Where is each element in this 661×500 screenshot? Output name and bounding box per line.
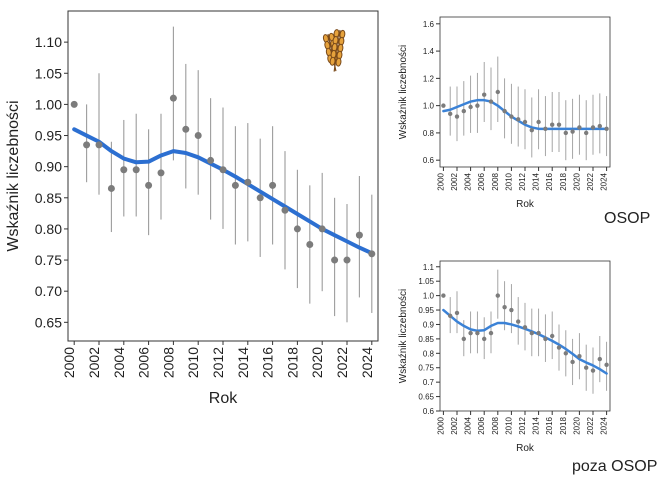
svg-text:2010: 2010 — [504, 416, 513, 434]
svg-text:1.05: 1.05 — [35, 65, 62, 81]
figure: { "colors": { "bg": "#ffffff", "axis": "… — [0, 0, 661, 500]
svg-text:2018: 2018 — [284, 347, 300, 378]
svg-text:0.6: 0.6 — [423, 407, 435, 416]
svg-text:0.7: 0.7 — [423, 378, 435, 387]
svg-text:2012: 2012 — [518, 416, 527, 434]
svg-text:2024: 2024 — [359, 347, 375, 378]
svg-text:2000: 2000 — [436, 172, 445, 190]
svg-text:2018: 2018 — [559, 172, 568, 190]
svg-text:1.4: 1.4 — [423, 47, 435, 56]
svg-text:0.95: 0.95 — [35, 128, 62, 144]
svg-text:2000: 2000 — [61, 347, 77, 378]
svg-text:2012: 2012 — [518, 172, 527, 190]
svg-text:2004: 2004 — [464, 416, 473, 434]
svg-text:2006: 2006 — [136, 347, 152, 378]
svg-text:Rok: Rok — [209, 390, 238, 407]
svg-text:2024: 2024 — [600, 172, 609, 190]
svg-text:2008: 2008 — [160, 347, 176, 378]
svg-text:2020: 2020 — [572, 172, 581, 190]
svg-text:2000: 2000 — [436, 416, 445, 434]
svg-text:2022: 2022 — [334, 347, 350, 378]
svg-text:2022: 2022 — [586, 416, 595, 434]
svg-text:1.1: 1.1 — [423, 263, 435, 272]
caption-osop: OSOP — [604, 210, 650, 228]
svg-text:1.6: 1.6 — [423, 20, 435, 29]
svg-text:2016: 2016 — [260, 347, 276, 378]
svg-text:2010: 2010 — [504, 172, 513, 190]
svg-text:2020: 2020 — [309, 347, 325, 378]
top-right-panel: 0.6 0.8 1.0 1.2 1.4 1.6 2000 2002 2004 2006 2008 20… — [394, 16, 612, 246]
svg-text:1.05: 1.05 — [418, 277, 434, 286]
svg-text:2012: 2012 — [210, 347, 226, 378]
svg-text:2004: 2004 — [464, 172, 473, 190]
svg-text:1.00: 1.00 — [35, 96, 62, 112]
svg-text:0.8: 0.8 — [423, 129, 435, 138]
svg-text:0.75: 0.75 — [418, 364, 434, 373]
svg-text:2016: 2016 — [545, 172, 554, 190]
svg-text:0.70: 0.70 — [35, 283, 62, 299]
svg-text:2004: 2004 — [111, 347, 127, 378]
svg-text:2008: 2008 — [491, 416, 500, 434]
svg-text:2024: 2024 — [600, 416, 609, 434]
svg-text:2002: 2002 — [450, 172, 459, 190]
svg-text:2022: 2022 — [586, 172, 595, 190]
svg-text:2006: 2006 — [477, 416, 486, 434]
caption-poza-osop: poza OSOP — [572, 458, 657, 476]
wheat-icon — [310, 28, 360, 80]
svg-text:2014: 2014 — [235, 347, 251, 378]
svg-text:2010: 2010 — [185, 347, 201, 378]
svg-text:Wskaźnik liczebności: Wskaźnik liczebności — [398, 45, 409, 139]
svg-text:0.6: 0.6 — [423, 156, 435, 165]
svg-text:2014: 2014 — [532, 172, 541, 190]
svg-text:1.0: 1.0 — [423, 292, 435, 301]
svg-text:0.75: 0.75 — [35, 252, 62, 268]
svg-text:0.8: 0.8 — [423, 349, 435, 358]
svg-text:Wskaźnik liczebności: Wskaźnik liczebności — [6, 100, 22, 251]
bottom-right-panel: 0.6 0.65 0.7 0.75 0.8 0.85 0.9 0.95 1.0 1.05 1.1 20… — [394, 260, 612, 490]
svg-text:2008: 2008 — [491, 172, 500, 190]
svg-text:0.95: 0.95 — [418, 306, 434, 315]
svg-text:Rok: Rok — [516, 443, 535, 454]
svg-text:2018: 2018 — [559, 416, 568, 434]
svg-text:2006: 2006 — [477, 172, 486, 190]
svg-text:2002: 2002 — [450, 416, 459, 434]
svg-text:0.65: 0.65 — [418, 393, 434, 402]
svg-text:1.10: 1.10 — [35, 34, 62, 50]
svg-text:2020: 2020 — [572, 416, 581, 434]
svg-text:0.65: 0.65 — [35, 314, 62, 330]
svg-text:Rok: Rok — [516, 199, 535, 210]
svg-text:Wskaźnik liczebności: Wskaźnik liczebności — [398, 289, 409, 383]
svg-text:1.0: 1.0 — [423, 102, 435, 111]
svg-text:2002: 2002 — [86, 347, 102, 378]
svg-text:1.2: 1.2 — [423, 74, 435, 83]
svg-text:0.85: 0.85 — [35, 190, 62, 206]
svg-text:0.90: 0.90 — [35, 159, 62, 175]
svg-text:2016: 2016 — [545, 416, 554, 434]
svg-text:0.85: 0.85 — [418, 335, 434, 344]
svg-text:0.80: 0.80 — [35, 221, 62, 237]
svg-text:0.9: 0.9 — [423, 320, 435, 329]
svg-text:2014: 2014 — [532, 416, 541, 434]
